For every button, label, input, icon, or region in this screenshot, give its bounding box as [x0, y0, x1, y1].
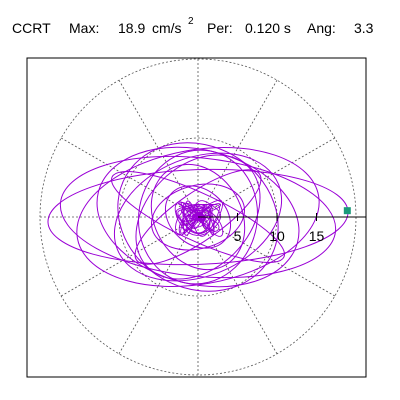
orbit-loop-1 [59, 155, 337, 279]
radial-axis: 5 10 15 [198, 213, 366, 244]
orbit-trace [47, 142, 349, 292]
angle-label: Ang: [307, 20, 336, 36]
max-point-marker [343, 207, 351, 215]
period-label: Per: [207, 20, 233, 36]
tick-label-5: 5 [234, 228, 242, 244]
max-value: 18.9 [118, 20, 145, 36]
header-bar: CCRT Max: 18.9 cm/s 2 Per: 0.120 s Ang: … [12, 16, 374, 36]
orbit-loop-10 [164, 185, 232, 249]
orbit-loop-8 [150, 163, 246, 271]
orbit-loop-7 [137, 149, 259, 285]
orbit-loop-12 [134, 169, 262, 265]
max-unit: cm/s [152, 20, 182, 36]
tick-label-15: 15 [309, 228, 325, 244]
max-unit-exponent: 2 [188, 16, 194, 27]
orbit-loop-11 [111, 171, 285, 263]
orbit-loop-4 [113, 152, 283, 282]
orbit-core-tangle [174, 199, 224, 237]
angle-value: 3.3 [354, 20, 374, 36]
orbit-loop-2 [76, 147, 320, 287]
orbit-loop-5 [117, 142, 279, 292]
orbit-loop-6 [135, 154, 261, 280]
orbit-loop-9 [150, 183, 246, 251]
period-value: 0.120 s [245, 20, 291, 36]
max-marker-layer [343, 207, 351, 215]
station-name: CCRT [12, 20, 51, 36]
tick-label-10: 10 [269, 228, 285, 244]
max-label: Max: [69, 20, 99, 36]
